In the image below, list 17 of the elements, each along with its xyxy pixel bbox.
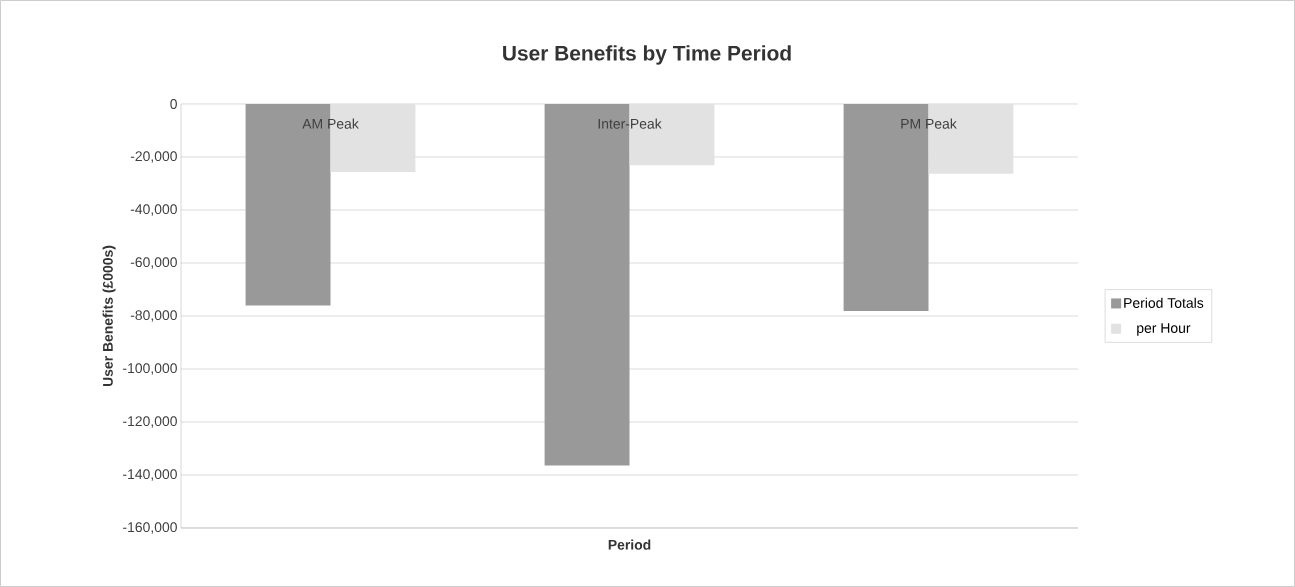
y-tick-label: -60,000 (130, 257, 177, 269)
y-tick-label: -140,000 (123, 469, 177, 481)
legend-label: Period Totals (1124, 297, 1204, 308)
y-tick-label: -80,000 (130, 310, 177, 322)
x-tick-label: PM Peak (901, 118, 957, 129)
y-tick-label: 0 (170, 99, 177, 109)
x-axis-title: Period (608, 539, 651, 550)
chart-title: User Benefits by Time Period (503, 45, 791, 65)
y-tick-label: -100,000 (123, 363, 177, 375)
y-tick-label: -20,000 (130, 151, 177, 163)
x-tick-label: Inter-Peak (598, 118, 662, 129)
y-tick-label: -120,000 (123, 416, 177, 428)
y-axis-title: User Benefits (£000s) (102, 245, 116, 387)
y-tick-label: -40,000 (130, 204, 177, 216)
x-tick-label: AM Peak (302, 118, 359, 129)
legend-label: per Hour (1137, 323, 1191, 336)
y-tick-label: -160,000 (123, 522, 177, 534)
